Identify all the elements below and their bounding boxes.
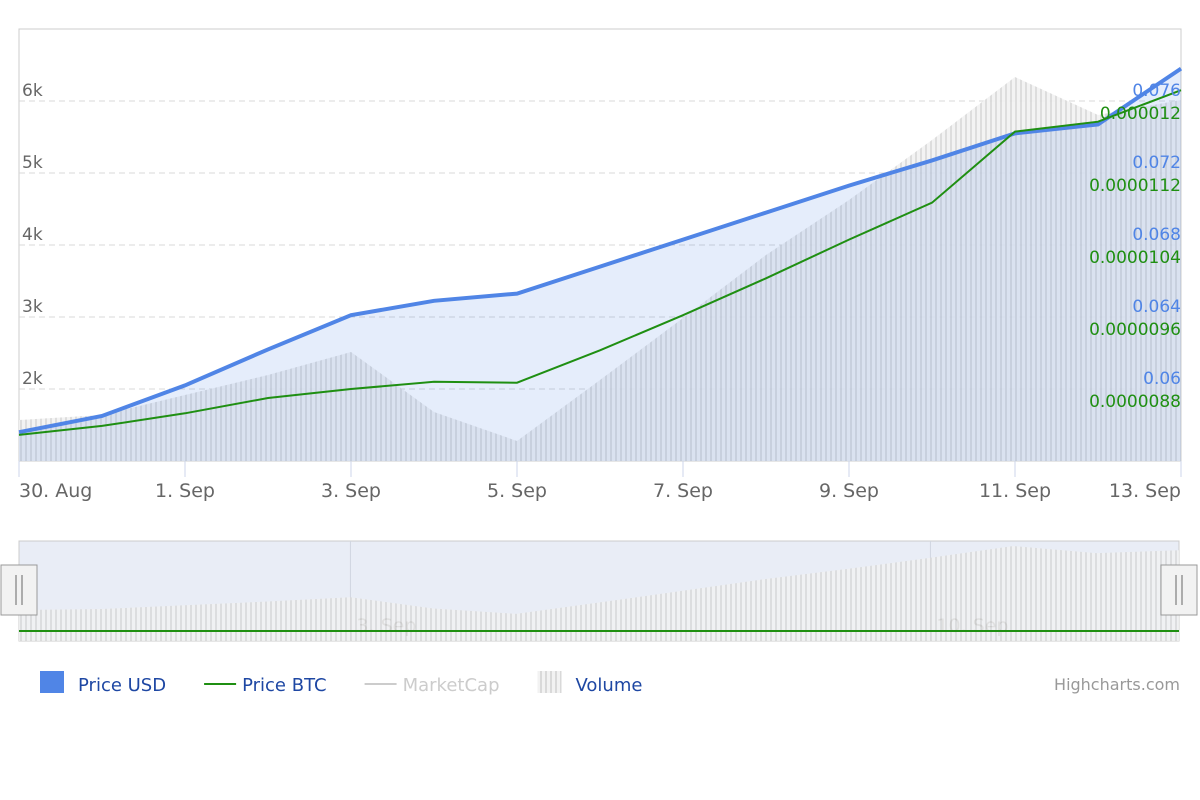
navigator-handle[interactable]: [1160, 564, 1198, 616]
navigator-handle[interactable]: [0, 564, 38, 616]
y-tick-label: 4k: [22, 225, 43, 245]
y3-tick-label: 0.0000096: [1089, 320, 1181, 340]
x-tick-label: 30. Aug: [19, 480, 92, 502]
x-tick-label: 9. Sep: [819, 480, 879, 502]
plot: 2k 3k 4k 5k 6k 30. Aug 1. Sep 3. Sep 5. Sep 7. Se…: [0, 66, 1198, 641]
y2-tick-label: 0.072: [1132, 153, 1181, 173]
price-area: [19, 68, 1181, 461]
legend-symbol: [537, 671, 562, 693]
legend-label: Price BTC: [242, 675, 327, 696]
y2-tick-label: 0.068: [1132, 225, 1181, 245]
y3-tick-label: 0.0000104: [1089, 248, 1181, 268]
navigator-series: [19, 546, 1179, 641]
y2-tick-label: 0.06: [1143, 369, 1181, 389]
legend-item[interactable]: Price USD: [40, 671, 166, 696]
y2-tick-label: 0.076: [1132, 81, 1181, 101]
y3-tick-label: 0.0000088: [1089, 392, 1181, 412]
legend-symbol: [40, 671, 64, 693]
y-tick-label: 3k: [22, 297, 43, 317]
legend-item[interactable]: Volume: [537, 671, 643, 696]
y-tick-label: 5k: [22, 153, 43, 173]
legend-item[interactable]: Price BTC: [204, 675, 327, 696]
legend-label: Price USD: [78, 675, 166, 696]
x-tick-label: 11. Sep: [979, 480, 1051, 502]
y-tick-label: 2k: [22, 369, 43, 389]
x-tick-label: 13. Sep: [1109, 480, 1181, 502]
x-tick-label: 5. Sep: [487, 480, 547, 502]
legend-label: MarketCap: [403, 675, 500, 696]
legend-label: Volume: [576, 675, 643, 696]
y3-tick-label: 0.0000112: [1089, 176, 1181, 196]
credits[interactable]: Highcharts.com: [1054, 675, 1180, 694]
x-tick-label: 3. Sep: [321, 480, 381, 502]
x-tick-label: 7. Sep: [653, 480, 713, 502]
price-line: [18, 66, 1183, 435]
price-line: [18, 89, 1182, 436]
y3-tick-label: 0.000012: [1100, 104, 1181, 124]
legend-item[interactable]: MarketCap: [364, 675, 500, 696]
x-tick-label: 1. Sep: [155, 480, 215, 502]
y2-tick-label: 0.064: [1132, 297, 1181, 317]
y-tick-label: 6k: [22, 81, 43, 101]
